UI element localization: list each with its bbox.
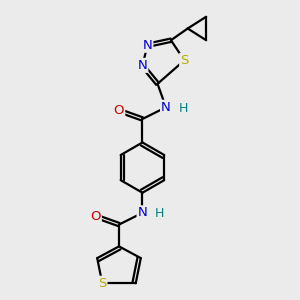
Text: O: O — [90, 210, 101, 223]
Text: N: N — [161, 101, 171, 114]
Text: N: N — [138, 59, 147, 72]
Text: N: N — [138, 206, 147, 219]
Text: H: H — [178, 102, 188, 115]
Text: N: N — [142, 39, 152, 52]
Text: S: S — [98, 277, 106, 290]
Text: H: H — [155, 207, 164, 220]
Text: S: S — [180, 54, 188, 67]
Text: O: O — [114, 104, 124, 117]
